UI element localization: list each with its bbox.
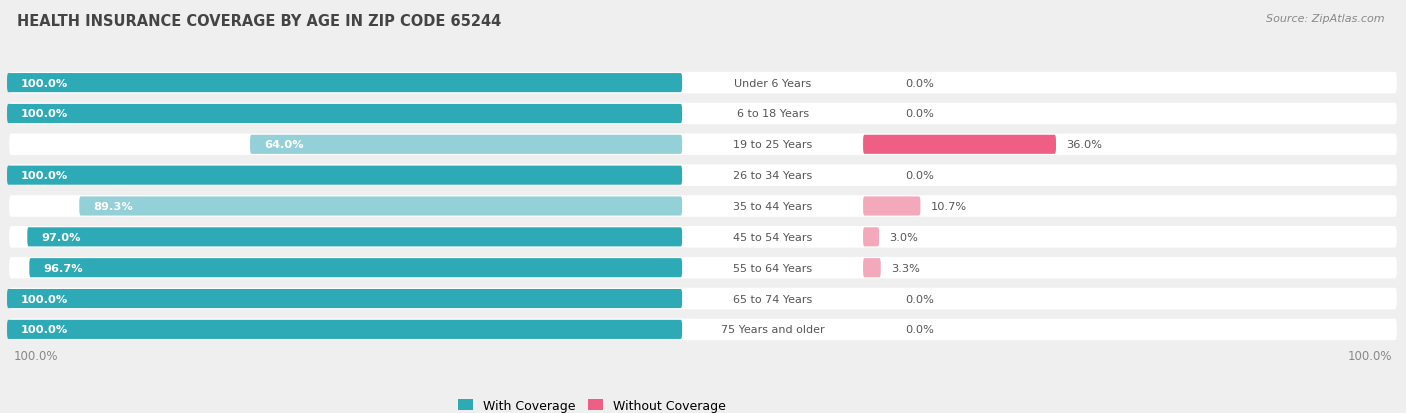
Text: 65 to 74 Years: 65 to 74 Years — [733, 294, 813, 304]
FancyBboxPatch shape — [27, 228, 682, 247]
Text: HEALTH INSURANCE COVERAGE BY AGE IN ZIP CODE 65244: HEALTH INSURANCE COVERAGE BY AGE IN ZIP … — [17, 14, 501, 29]
FancyBboxPatch shape — [250, 135, 682, 154]
Text: 100.0%: 100.0% — [14, 349, 59, 362]
Text: 35 to 44 Years: 35 to 44 Years — [733, 202, 813, 211]
Text: 100.0%: 100.0% — [21, 109, 69, 119]
Text: 64.0%: 64.0% — [264, 140, 304, 150]
FancyBboxPatch shape — [8, 165, 1398, 187]
Text: 96.7%: 96.7% — [44, 263, 83, 273]
Text: 6 to 18 Years: 6 to 18 Years — [737, 109, 808, 119]
FancyBboxPatch shape — [7, 104, 682, 124]
Legend: With Coverage, Without Coverage: With Coverage, Without Coverage — [453, 394, 731, 413]
Text: 100.0%: 100.0% — [21, 171, 69, 181]
Text: 100.0%: 100.0% — [21, 294, 69, 304]
Text: 36.0%: 36.0% — [1066, 140, 1102, 150]
Text: 100.0%: 100.0% — [21, 325, 69, 335]
Text: 19 to 25 Years: 19 to 25 Years — [733, 140, 813, 150]
FancyBboxPatch shape — [8, 288, 1398, 310]
Text: 0.0%: 0.0% — [905, 325, 934, 335]
FancyBboxPatch shape — [8, 226, 1398, 248]
Text: 3.3%: 3.3% — [891, 263, 920, 273]
Text: 0.0%: 0.0% — [905, 78, 934, 88]
FancyBboxPatch shape — [7, 289, 682, 309]
FancyBboxPatch shape — [30, 259, 682, 278]
Text: Under 6 Years: Under 6 Years — [734, 78, 811, 88]
Text: 0.0%: 0.0% — [905, 294, 934, 304]
Text: 55 to 64 Years: 55 to 64 Years — [733, 263, 813, 273]
FancyBboxPatch shape — [8, 73, 1398, 94]
FancyBboxPatch shape — [8, 196, 1398, 217]
Text: 45 to 54 Years: 45 to 54 Years — [733, 232, 813, 242]
Text: Source: ZipAtlas.com: Source: ZipAtlas.com — [1267, 14, 1385, 24]
Text: 89.3%: 89.3% — [93, 202, 134, 211]
Text: 75 Years and older: 75 Years and older — [721, 325, 824, 335]
Text: 26 to 34 Years: 26 to 34 Years — [733, 171, 813, 181]
Text: 97.0%: 97.0% — [41, 232, 80, 242]
Text: 100.0%: 100.0% — [21, 78, 69, 88]
Text: 0.0%: 0.0% — [905, 171, 934, 181]
FancyBboxPatch shape — [8, 134, 1398, 156]
FancyBboxPatch shape — [863, 135, 1056, 154]
FancyBboxPatch shape — [79, 197, 682, 216]
FancyBboxPatch shape — [8, 103, 1398, 125]
Text: 0.0%: 0.0% — [905, 109, 934, 119]
FancyBboxPatch shape — [7, 74, 682, 93]
FancyBboxPatch shape — [863, 259, 880, 278]
Text: 100.0%: 100.0% — [1347, 349, 1392, 362]
FancyBboxPatch shape — [863, 228, 879, 247]
FancyBboxPatch shape — [7, 166, 682, 185]
FancyBboxPatch shape — [7, 320, 682, 339]
Text: 3.0%: 3.0% — [890, 232, 918, 242]
FancyBboxPatch shape — [863, 197, 921, 216]
Text: 10.7%: 10.7% — [931, 202, 967, 211]
FancyBboxPatch shape — [8, 257, 1398, 279]
FancyBboxPatch shape — [8, 319, 1398, 340]
